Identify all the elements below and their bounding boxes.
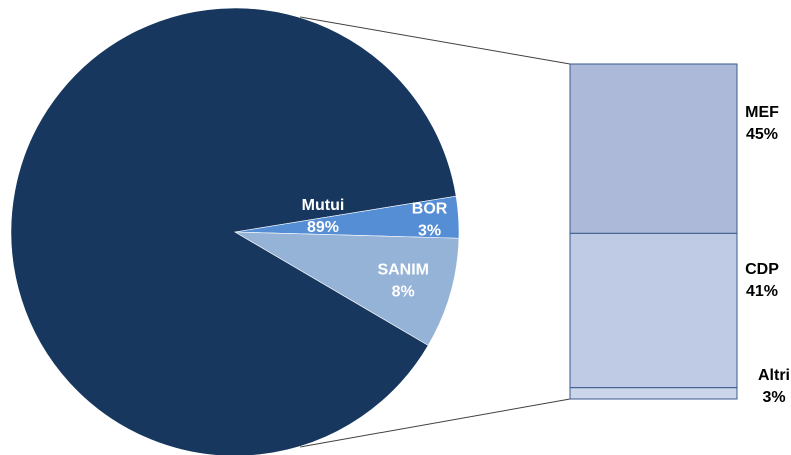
pie-value-label-mutui: 89% <box>307 219 339 236</box>
pie-label-bor: BOR <box>412 200 448 217</box>
pie-slice-sanim <box>234 231 460 346</box>
pie-label-sanim: SANIM <box>377 261 429 278</box>
bar-segment-altri <box>569 387 738 400</box>
bar-labels: MEF 45% CDP 41% Altri 3% <box>745 104 790 406</box>
pie-value-label-sanim: 8% <box>392 283 415 300</box>
bar-segment-mef <box>569 63 738 234</box>
bar-label-altri: Altri <box>758 367 790 384</box>
bar-value-label-mef: 45% <box>746 126 778 143</box>
pie-value-label-bor: 3% <box>418 222 441 239</box>
pie-label-mutui: Mutui <box>302 197 345 214</box>
pie-labels: Mutui 89% BOR 3% SANIM 8% <box>302 197 448 300</box>
bar-segment-cdp <box>569 232 738 389</box>
bar-label-mef: MEF <box>745 104 779 121</box>
stacked-bar-chart <box>569 63 738 400</box>
connector-line-top <box>299 16 571 65</box>
pie-slice-mutui <box>10 7 457 455</box>
connector-line-bottom <box>299 398 571 448</box>
bar-label-cdp: CDP <box>745 261 779 278</box>
connector-lines <box>299 16 571 448</box>
pie-chart <box>10 7 460 455</box>
bar-value-label-cdp: 41% <box>746 283 778 300</box>
bar-value-label-altri: 3% <box>762 389 785 406</box>
